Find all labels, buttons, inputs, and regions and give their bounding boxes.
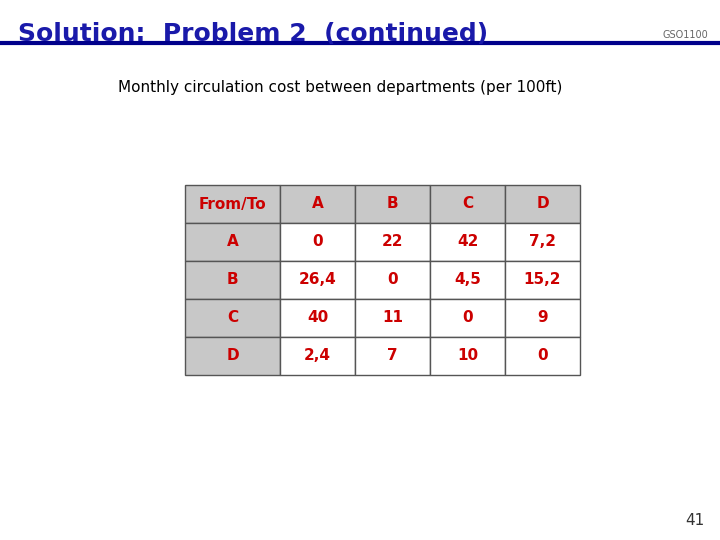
Bar	[505, 261, 580, 299]
Bar	[185, 261, 280, 299]
Bar	[355, 223, 430, 261]
Bar	[430, 185, 505, 223]
Bar	[505, 337, 580, 375]
Text: D: D	[536, 197, 549, 212]
Text: C: C	[227, 310, 238, 326]
Text: 41: 41	[685, 513, 705, 528]
Text: 9: 9	[537, 310, 548, 326]
Text: 10: 10	[457, 348, 478, 363]
Text: C: C	[462, 197, 473, 212]
Bar	[355, 299, 430, 337]
Bar	[185, 337, 280, 375]
Bar	[185, 299, 280, 337]
Bar	[430, 337, 505, 375]
Text: 0: 0	[312, 234, 323, 249]
Text: From/To: From/To	[199, 197, 266, 212]
Text: 4,5: 4,5	[454, 273, 481, 287]
Text: 0: 0	[462, 310, 473, 326]
Bar	[355, 261, 430, 299]
Bar	[430, 223, 505, 261]
Text: Monthly circulation cost between departments (per 100ft): Monthly circulation cost between departm…	[118, 80, 562, 95]
Bar	[280, 223, 355, 261]
Text: 40: 40	[307, 310, 328, 326]
Text: 22: 22	[382, 234, 403, 249]
Bar	[280, 185, 355, 223]
Text: 2,4: 2,4	[304, 348, 331, 363]
Bar	[185, 223, 280, 261]
Text: 42: 42	[456, 234, 478, 249]
Bar	[430, 299, 505, 337]
Text: 11: 11	[382, 310, 403, 326]
Text: GSO1100: GSO1100	[662, 30, 708, 40]
Text: 0: 0	[387, 273, 398, 287]
Text: B: B	[387, 197, 398, 212]
Text: D: D	[226, 348, 239, 363]
Bar	[505, 223, 580, 261]
Bar	[505, 299, 580, 337]
Bar	[505, 185, 580, 223]
Bar	[280, 337, 355, 375]
Text: Solution:  Problem 2  (continued): Solution: Problem 2 (continued)	[18, 22, 488, 46]
Bar	[185, 185, 280, 223]
Text: 7,2: 7,2	[529, 234, 556, 249]
Text: 15,2: 15,2	[523, 273, 562, 287]
Bar	[355, 185, 430, 223]
Text: 7: 7	[387, 348, 398, 363]
Bar	[430, 261, 505, 299]
Text: A: A	[312, 197, 323, 212]
Text: B: B	[227, 273, 238, 287]
Bar	[355, 337, 430, 375]
Bar	[280, 261, 355, 299]
Text: A: A	[227, 234, 238, 249]
Text: 0: 0	[537, 348, 548, 363]
Text: 26,4: 26,4	[299, 273, 336, 287]
Bar	[280, 299, 355, 337]
